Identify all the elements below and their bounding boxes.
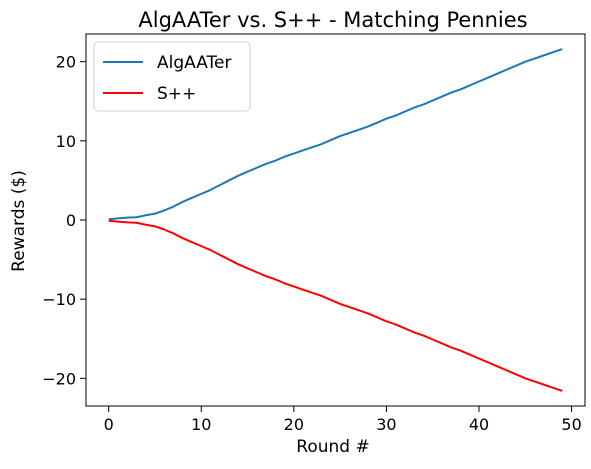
series-line-algaater [108,48,563,221]
y-tick-label: −10 [42,290,76,309]
legend-label-algaater: AlgAATer [157,53,232,73]
y-axis-label: Rewards ($) [9,170,29,272]
x-tick-label: 40 [469,415,489,434]
chart-title: AlgAATer vs. S++ - Matching Pennies [138,8,527,32]
x-tick-label: 50 [561,415,581,434]
y-tick-label: 10 [56,132,76,151]
y-axis: −20 −10 0 10 20 [42,53,86,388]
legend-label-s-plus-plus: S++ [157,84,196,104]
x-tick-label: 10 [191,415,211,434]
y-tick-label: 20 [56,53,76,72]
x-tick-label: 0 [104,415,114,434]
series-line-s-plus-plus [108,219,563,392]
x-tick-label: 20 [284,415,304,434]
y-tick-label: −20 [42,369,76,388]
legend: AlgAATer S++ [93,41,251,112]
x-axis: 0 10 20 30 40 50 [104,406,582,434]
x-axis-label: Round # [296,437,369,457]
x-tick-label: 30 [376,415,396,434]
series-layer [108,48,563,392]
y-tick-label: 0 [66,211,76,230]
